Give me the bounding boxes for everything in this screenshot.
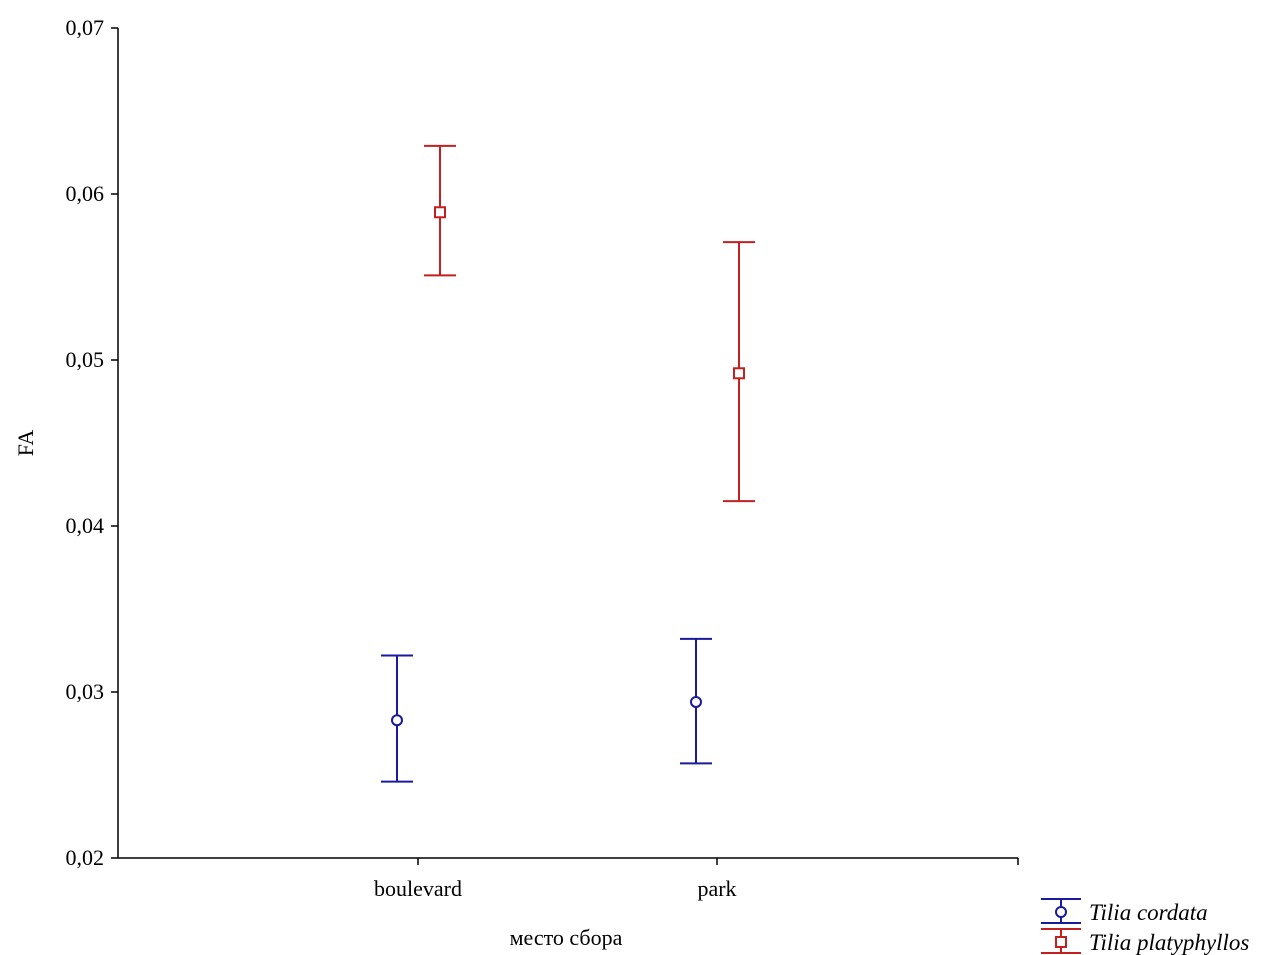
axes — [117, 28, 1018, 859]
y-axis-title: FA — [13, 430, 38, 457]
mean-point — [690, 695, 702, 708]
legend: Tilia cordata Tilia platyphyllos — [1041, 898, 1249, 955]
legend-item: Tilia cordata — [1041, 898, 1208, 925]
legend-marker — [1055, 936, 1067, 948]
mean-point — [391, 714, 403, 727]
y-ticks: 0,02 0,03 0,04 0,05 0,06 0,07 — [66, 15, 118, 870]
x-tick-label: boulevard — [374, 876, 462, 901]
y-tick-label: 0,04 — [66, 513, 105, 538]
legend-item: Tilia platyphyllos — [1041, 928, 1249, 955]
y-tick-label: 0,02 — [66, 845, 105, 870]
y-tick-label: 0,03 — [66, 679, 105, 704]
x-axis-title: место сбора — [510, 925, 623, 950]
series-layer — [381, 144, 755, 783]
series-circle — [381, 637, 712, 783]
y-tick-label: 0,05 — [66, 347, 105, 372]
legend-marker — [1055, 906, 1067, 918]
x-ticks: boulevard park — [374, 858, 1019, 901]
y-tick-label: 0,06 — [66, 181, 105, 206]
mean-point — [434, 206, 446, 219]
series-square — [424, 144, 755, 503]
legend-label: Tilia cordata — [1089, 900, 1208, 925]
mean-point — [733, 367, 745, 380]
x-tick-label: park — [697, 876, 736, 901]
legend-label: Tilia platyphyllos — [1089, 930, 1249, 955]
y-tick-label: 0,07 — [66, 15, 105, 40]
